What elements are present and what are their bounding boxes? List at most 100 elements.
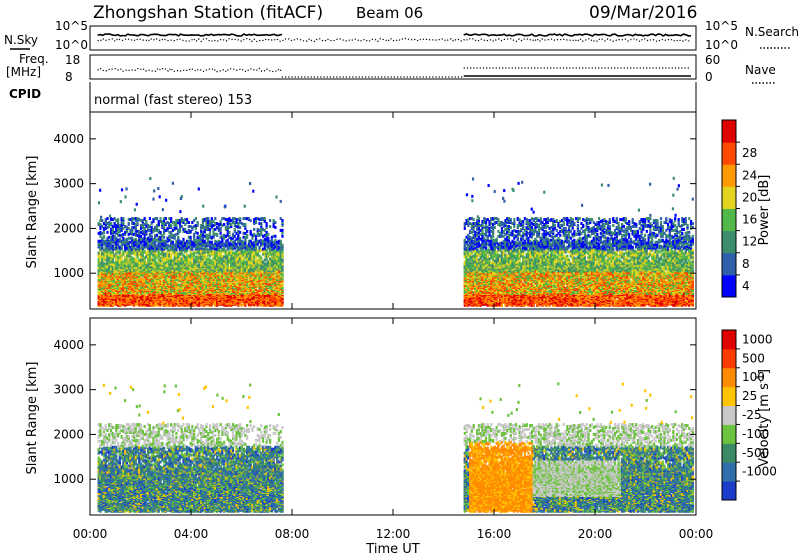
- heatmap-cell: [152, 218, 155, 222]
- heatmap-cell: [124, 244, 127, 248]
- heatmap-cell: [207, 284, 210, 288]
- heatmap-cell: [129, 295, 132, 299]
- heatmap-cell: [194, 260, 197, 264]
- heatmap-cell: [99, 230, 102, 234]
- heatmap-cell: [157, 252, 160, 256]
- heatmap-cell: [115, 223, 118, 227]
- heatmap-cell: [120, 241, 123, 245]
- heatmap-cell: [177, 252, 180, 256]
- heatmap-cell: [155, 261, 159, 265]
- heatmap-cell: [127, 258, 130, 262]
- heatmap-cell: [159, 265, 162, 269]
- heatmap-cell: [200, 235, 203, 239]
- heatmap-cell: [189, 254, 192, 258]
- heatmap-cell: [175, 282, 178, 286]
- heatmap-cell: [187, 260, 190, 264]
- heatmap-cell: [182, 268, 185, 272]
- heatmap-cell: [141, 286, 144, 290]
- heatmap-cell: [184, 299, 187, 303]
- heatmap-cell: [205, 219, 208, 223]
- heatmap-cell: [164, 256, 167, 260]
- heatmap-cell: [196, 286, 199, 290]
- heatmap-cell: [254, 220, 258, 224]
- heatmap-cell: [191, 269, 194, 273]
- heatmap-cell: [205, 261, 208, 265]
- heatmap-cell: [198, 289, 201, 293]
- heatmap-cell: [150, 259, 153, 263]
- heatmap-cell: [152, 220, 155, 224]
- heatmap-cell: [117, 287, 120, 291]
- heatmap-cell: [102, 288, 106, 292]
- heatmap-cell: [182, 237, 185, 241]
- heatmap-cell: [152, 266, 155, 270]
- heatmap-cell: [141, 269, 144, 273]
- heatmap-cell: [139, 278, 143, 282]
- heatmap-cell: [207, 236, 210, 240]
- heatmap-cell: [106, 281, 109, 285]
- heatmap-cell: [102, 298, 106, 302]
- heatmap-cell: [134, 227, 137, 231]
- heatmap-cell: [120, 279, 123, 283]
- heatmap-cell: [147, 302, 150, 306]
- heatmap-cell: [161, 292, 164, 296]
- heatmap-cell: [203, 234, 206, 238]
- heatmap-cell: [207, 233, 210, 237]
- heatmap-cell: [159, 296, 162, 300]
- heatmap-cell: [111, 250, 114, 254]
- nave-label: Nave: [745, 63, 776, 77]
- heatmap-cell: [168, 256, 171, 260]
- heatmap-cell: [104, 296, 107, 300]
- heatmap-cell: [159, 281, 162, 285]
- heatmap-cell: [164, 246, 167, 250]
- heatmap-cell: [97, 251, 100, 255]
- heatmap-cell: [166, 221, 169, 225]
- heatmap-cell: [117, 303, 120, 307]
- heatmap-cell: [157, 239, 160, 243]
- heatmap-cell: [201, 247, 205, 251]
- heatmap-cell: [155, 255, 159, 259]
- heatmap-cell: [210, 284, 213, 288]
- heatmap-cell: [127, 265, 130, 269]
- heatmap-cell: [104, 303, 107, 307]
- heatmap-cell: [108, 222, 111, 226]
- heatmap-cell: [173, 256, 176, 260]
- heatmap-cell: [184, 218, 187, 222]
- heatmap-cell: [155, 225, 159, 229]
- heatmap-cell: [185, 261, 189, 265]
- heatmap-cell: [184, 222, 187, 226]
- heatmap-cell: [198, 303, 201, 307]
- heatmap-cell: [99, 239, 102, 243]
- heatmap-cell: [175, 276, 178, 280]
- heatmap-cell: [104, 280, 107, 284]
- heatmap-cell: [196, 255, 199, 259]
- heatmap-cell: [185, 242, 189, 246]
- heatmap-cell: [208, 280, 212, 284]
- heatmap-cell: [125, 299, 129, 303]
- heatmap-cell: [115, 226, 118, 230]
- heatmap-cell: [141, 266, 144, 270]
- heatmap-cell: [154, 286, 157, 290]
- heatmap-cell: [253, 227, 256, 231]
- heatmap-cell: [120, 222, 123, 226]
- heatmap-cell: [129, 248, 132, 252]
- heatmap-cell: [155, 217, 159, 221]
- heatmap-cell: [139, 248, 143, 252]
- freq-unit-label: [MHz]: [6, 65, 41, 79]
- heatmap-cell: [162, 217, 166, 221]
- date-label: 09/Mar/2016: [589, 3, 697, 23]
- heatmap-cell: [124, 249, 127, 253]
- heatmap-cell: [143, 222, 146, 226]
- heatmap-cell: [171, 261, 175, 265]
- heatmap-cell: [148, 252, 152, 256]
- heatmap-cell: [99, 268, 102, 272]
- heatmap-cell: [170, 235, 173, 239]
- heatmap-cell: [170, 267, 173, 271]
- heatmap-cell: [157, 288, 160, 292]
- heatmap-cell: [132, 232, 136, 236]
- heatmap-cell: [154, 233, 157, 237]
- heatmap-cell: [125, 264, 129, 268]
- heatmap-cell: [136, 299, 139, 303]
- heatmap-cell: [194, 246, 197, 250]
- heatmap-cell: [148, 270, 152, 274]
- heatmap-cell: [157, 266, 160, 270]
